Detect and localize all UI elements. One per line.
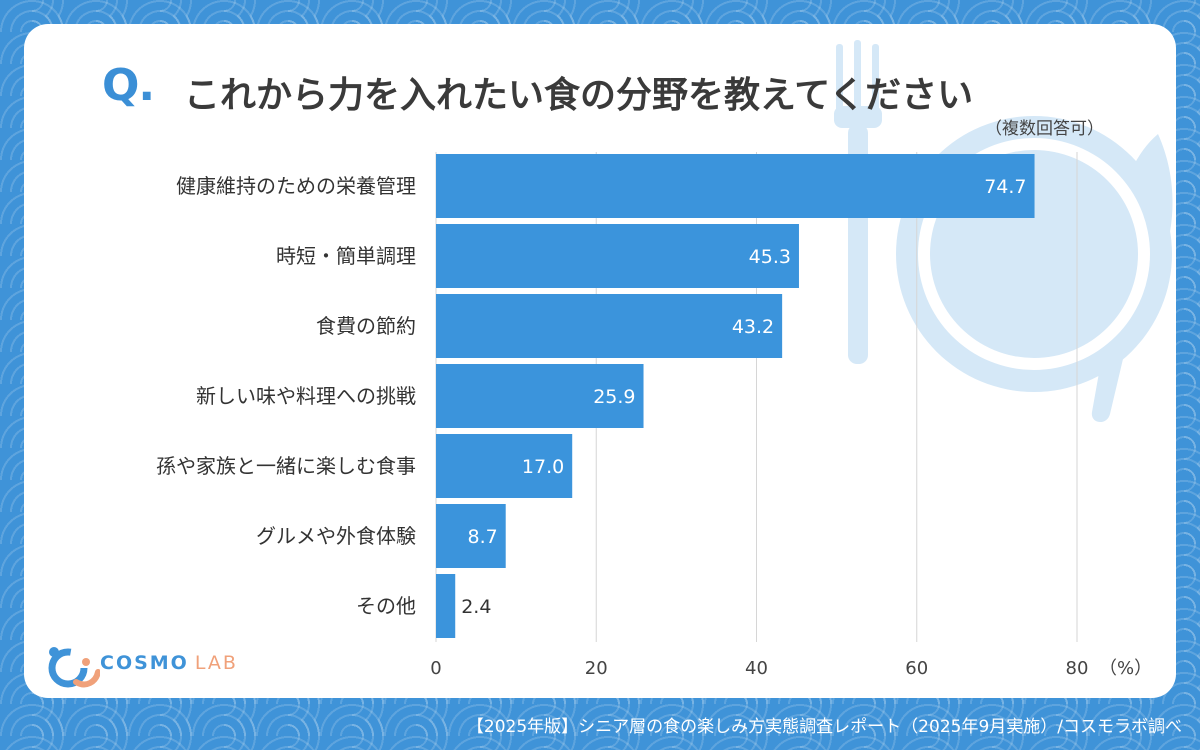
bar-value-label: 8.7 [467,526,497,548]
category-label: 健康維持のための栄養管理 [176,174,416,198]
bar-value-label: 43.2 [732,316,774,338]
bar-value-label: 17.0 [522,456,564,478]
bar [436,154,1035,218]
category-label: 孫や家族と一緒に楽しむ食事 [156,454,416,478]
category-label: その他 [356,594,416,618]
bar [436,364,644,428]
bar-value-label: 45.3 [749,246,791,268]
bar-value-label: 25.9 [593,386,635,408]
bar-value-label: 2.4 [461,596,491,618]
logo-name: COSMO [100,652,189,674]
category-label: 食費の節約 [316,314,416,338]
bar-chart: 0 20 40 60 80 （%） 健康維持のための栄養管理 74.7 時短・簡単調理 45.3 食… [156,152,1152,679]
logo-suffix: LAB [194,652,238,674]
logo-icon [48,647,100,688]
bar [436,224,799,288]
logo-text: COSMO LAB [100,652,238,674]
bar [436,574,456,638]
chart-card: Q. これから力を入れたい食の分野を教えてください （複数回答可） 0 20 40 6… [24,24,1176,698]
category-label: 時短・簡単調理 [276,244,416,268]
source-credit: 【2025年版】シニア層の食の楽しみ方実態調査レポート（2025年9月実施）/コ… [466,717,1182,737]
x-tick-label: 20 [585,658,608,679]
category-label: 新しい味や料理への挑戦 [196,384,416,408]
question-mark-label: Q. [102,60,155,111]
x-tick-label: 0 [430,658,441,679]
x-tick-label: 40 [745,658,768,679]
x-tick-label: 60 [905,658,928,679]
bar [436,294,783,358]
bar [436,434,573,498]
bar [436,504,506,568]
category-label: グルメや外食体験 [256,524,416,548]
chart-title: これから力を入れたい食の分野を教えてください [184,75,974,116]
x-tick-label: 80 [1066,658,1089,679]
chart-subtitle: （複数回答可） [985,119,1104,139]
bar-value-label: 74.7 [984,176,1026,198]
x-axis-unit: （%） [1099,658,1152,679]
